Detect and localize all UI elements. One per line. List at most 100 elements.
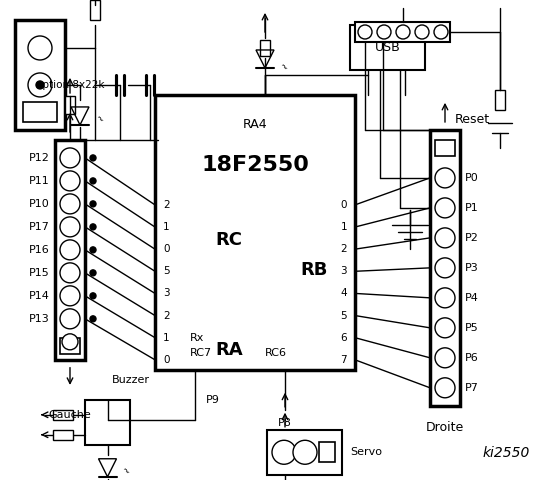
Bar xyxy=(90,0,100,20)
Circle shape xyxy=(60,148,80,168)
Circle shape xyxy=(36,81,44,89)
Text: Buzzer: Buzzer xyxy=(112,375,150,385)
Text: 2: 2 xyxy=(163,200,170,210)
Text: 2: 2 xyxy=(341,244,347,254)
Text: 3: 3 xyxy=(341,266,347,276)
Circle shape xyxy=(90,247,96,253)
Bar xyxy=(155,95,355,370)
Text: Droite: Droite xyxy=(426,421,464,434)
Text: P3: P3 xyxy=(465,263,479,273)
Bar xyxy=(435,140,455,156)
Bar xyxy=(65,96,75,114)
Circle shape xyxy=(435,228,455,248)
Text: 0: 0 xyxy=(341,200,347,210)
Text: ~: ~ xyxy=(276,61,289,74)
Text: P16: P16 xyxy=(29,245,50,255)
Bar xyxy=(85,400,130,445)
Text: RC7: RC7 xyxy=(190,348,212,358)
Circle shape xyxy=(28,36,52,60)
Text: P1: P1 xyxy=(465,203,479,213)
Circle shape xyxy=(434,25,448,39)
Circle shape xyxy=(435,378,455,398)
Circle shape xyxy=(435,288,455,308)
Text: 1: 1 xyxy=(163,333,170,343)
Text: P4: P4 xyxy=(465,293,479,303)
Text: ~: ~ xyxy=(92,114,105,126)
Circle shape xyxy=(60,240,80,260)
Text: Rx: Rx xyxy=(190,333,205,343)
Circle shape xyxy=(60,263,80,283)
Text: 1: 1 xyxy=(163,222,170,232)
Circle shape xyxy=(90,316,96,322)
Bar xyxy=(319,442,335,462)
Circle shape xyxy=(358,25,372,39)
Bar xyxy=(267,430,342,475)
Text: option 8x22k: option 8x22k xyxy=(36,80,105,90)
Text: ki2550: ki2550 xyxy=(483,446,530,460)
Text: P13: P13 xyxy=(29,314,50,324)
Circle shape xyxy=(60,309,80,329)
Circle shape xyxy=(60,194,80,214)
Circle shape xyxy=(62,334,78,350)
Text: RA4: RA4 xyxy=(243,119,267,132)
Text: P7: P7 xyxy=(465,383,479,393)
Text: ~: ~ xyxy=(118,465,131,478)
Text: USB: USB xyxy=(374,41,400,54)
Text: P0: P0 xyxy=(465,173,479,183)
Circle shape xyxy=(60,217,80,237)
Circle shape xyxy=(396,25,410,39)
Bar xyxy=(260,40,270,56)
Text: P11: P11 xyxy=(29,176,50,186)
Circle shape xyxy=(415,25,429,39)
Bar xyxy=(350,25,425,70)
Bar xyxy=(23,102,57,122)
Circle shape xyxy=(435,198,455,218)
Text: P15: P15 xyxy=(29,268,50,278)
Text: 2: 2 xyxy=(163,311,170,321)
Text: 3: 3 xyxy=(163,288,170,299)
Circle shape xyxy=(377,25,391,39)
Circle shape xyxy=(293,440,317,464)
Text: RA: RA xyxy=(215,341,243,359)
Text: P2: P2 xyxy=(465,233,479,243)
Text: 5: 5 xyxy=(163,266,170,276)
Text: Reset: Reset xyxy=(455,113,490,126)
Text: Gauche: Gauche xyxy=(49,410,91,420)
Text: 0: 0 xyxy=(163,244,170,254)
Circle shape xyxy=(90,270,96,276)
Bar xyxy=(55,140,85,360)
Text: P14: P14 xyxy=(29,291,50,301)
Circle shape xyxy=(90,155,96,161)
Circle shape xyxy=(90,293,96,299)
Circle shape xyxy=(60,286,80,306)
Circle shape xyxy=(90,224,96,230)
Circle shape xyxy=(435,318,455,338)
Circle shape xyxy=(90,201,96,207)
Bar xyxy=(53,430,73,440)
Circle shape xyxy=(435,348,455,368)
Circle shape xyxy=(28,73,52,97)
Text: P6: P6 xyxy=(465,353,479,363)
Text: P12: P12 xyxy=(29,153,50,163)
Circle shape xyxy=(60,171,80,191)
Text: P9: P9 xyxy=(206,395,220,405)
Text: P5: P5 xyxy=(465,323,479,333)
Text: P17: P17 xyxy=(29,222,50,232)
Circle shape xyxy=(435,258,455,278)
Text: 4: 4 xyxy=(341,288,347,299)
Text: P10: P10 xyxy=(29,199,50,209)
Text: 1: 1 xyxy=(341,222,347,232)
Text: 5: 5 xyxy=(341,311,347,321)
Text: 6: 6 xyxy=(341,333,347,343)
Text: 0: 0 xyxy=(163,355,170,365)
Text: 7: 7 xyxy=(341,355,347,365)
Bar xyxy=(495,90,505,110)
Circle shape xyxy=(435,168,455,188)
Bar xyxy=(60,338,80,354)
Bar xyxy=(430,130,460,406)
Text: 18F2550: 18F2550 xyxy=(201,155,309,175)
Text: Servo: Servo xyxy=(350,447,382,457)
Bar xyxy=(355,22,450,42)
Text: P8: P8 xyxy=(278,418,292,428)
Bar xyxy=(53,410,73,420)
